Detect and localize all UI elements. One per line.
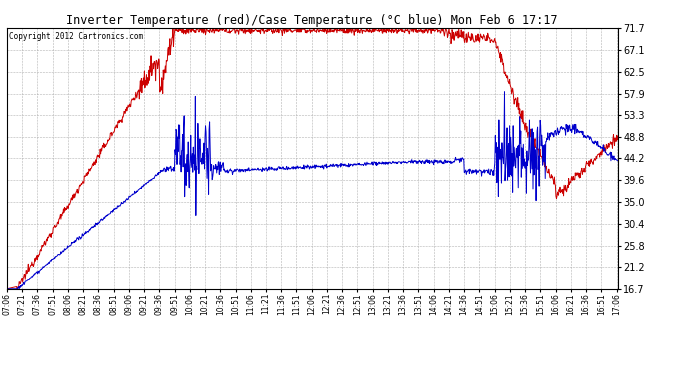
Text: Copyright 2012 Cartronics.com: Copyright 2012 Cartronics.com bbox=[9, 32, 143, 41]
Title: Inverter Temperature (red)/Case Temperature (°C blue) Mon Feb 6 17:17: Inverter Temperature (red)/Case Temperat… bbox=[66, 14, 558, 27]
